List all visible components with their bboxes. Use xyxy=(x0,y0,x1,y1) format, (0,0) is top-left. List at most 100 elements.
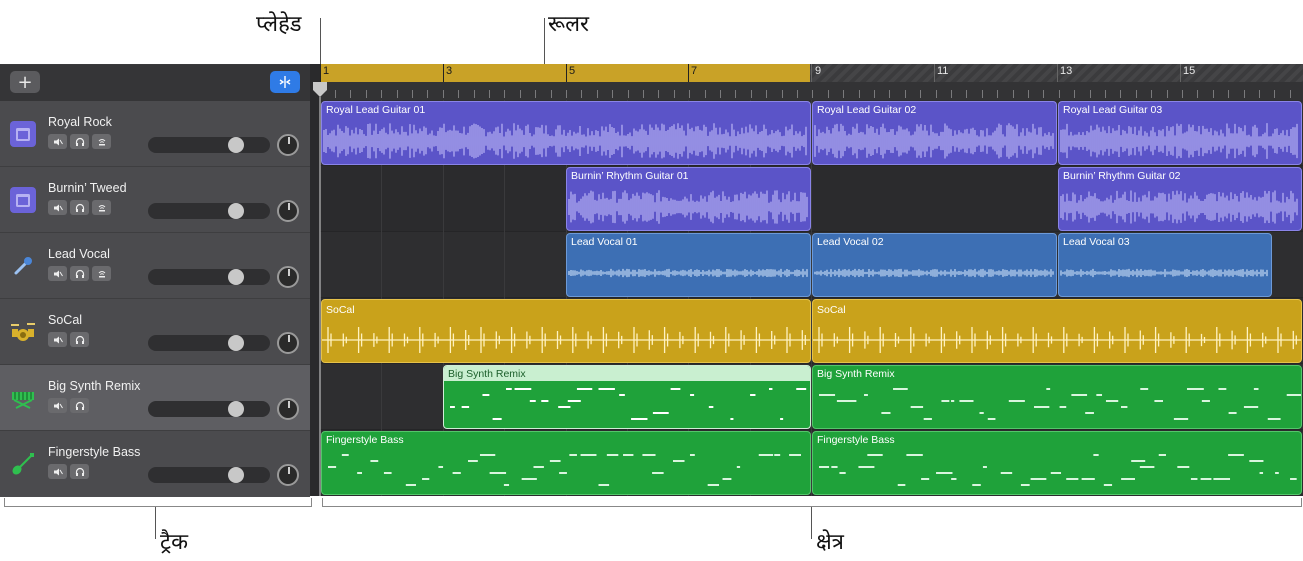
audio-region[interactable]: Burnin’ Rhythm Guitar 02 xyxy=(1058,167,1302,231)
pan-knob[interactable] xyxy=(277,464,299,486)
audio-region[interactable]: Lead Vocal 01 xyxy=(566,233,811,297)
track-header-socal[interactable]: SoCal xyxy=(0,299,310,365)
playhead-callout: प्लेहेड xyxy=(256,12,302,37)
volume-slider-knob[interactable] xyxy=(228,467,244,483)
tracks-workspace[interactable]: Royal Lead Guitar 01 Royal Lead Guitar 0… xyxy=(320,100,1303,496)
ruler-callout: रूलर xyxy=(548,12,590,37)
mute-icon[interactable] xyxy=(48,200,67,215)
tracks-bracket xyxy=(4,498,312,507)
volume-slider[interactable] xyxy=(148,335,270,351)
volume-slider[interactable] xyxy=(148,203,270,219)
volume-slider[interactable] xyxy=(148,269,270,285)
volume-slider[interactable] xyxy=(148,137,270,153)
mute-icon[interactable] xyxy=(48,134,67,149)
region-label: Big Synth Remix xyxy=(448,368,526,380)
region-label: Lead Vocal 03 xyxy=(1063,236,1130,248)
headphones-icon[interactable] xyxy=(70,464,89,479)
region-label: Royal Lead Guitar 03 xyxy=(1063,104,1163,116)
input-monitor-icon[interactable] xyxy=(92,266,111,281)
pan-knob[interactable] xyxy=(277,200,299,222)
panel-divider[interactable] xyxy=(310,64,320,496)
bar-number: 15 xyxy=(1183,65,1196,77)
mute-icon[interactable] xyxy=(48,266,67,281)
region-label: Lead Vocal 01 xyxy=(571,236,638,248)
track-name: Fingerstyle Bass xyxy=(48,445,141,459)
bar-number: 9 xyxy=(815,65,822,77)
mute-icon[interactable] xyxy=(48,464,67,479)
tracks-callout: ट्रैक xyxy=(160,530,188,555)
keyboard-icon xyxy=(10,385,36,411)
bar-number: 13 xyxy=(1060,65,1073,77)
track-name: Big Synth Remix xyxy=(48,379,141,393)
track-header-lead-vocal[interactable]: Lead Vocal xyxy=(0,233,310,299)
bar-number: 5 xyxy=(569,65,576,77)
headphones-icon[interactable] xyxy=(70,266,89,281)
volume-slider-knob[interactable] xyxy=(228,335,244,351)
volume-slider-knob[interactable] xyxy=(228,269,244,285)
drummer-region[interactable]: SoCal xyxy=(812,299,1302,363)
midi-region[interactable]: Fingerstyle Bass xyxy=(812,431,1302,495)
region-label: SoCal xyxy=(817,304,846,316)
track-header-fingerstyle-bass[interactable]: Fingerstyle Bass xyxy=(0,431,310,497)
region-label: Big Synth Remix xyxy=(817,368,895,380)
headphones-icon[interactable] xyxy=(70,200,89,215)
volume-slider-knob[interactable] xyxy=(228,137,244,153)
region-label: Royal Lead Guitar 02 xyxy=(817,104,917,116)
amp-icon xyxy=(10,121,36,147)
audio-region[interactable]: Lead Vocal 03 xyxy=(1058,233,1272,297)
midi-region[interactable]: Big Synth Remix xyxy=(812,365,1302,429)
cycle-region[interactable] xyxy=(320,64,810,82)
audio-region[interactable]: Royal Lead Guitar 02 xyxy=(812,101,1057,165)
bass-guitar-icon xyxy=(10,451,36,477)
track-headers-panel: + Royal Rock Burnin’ Tweed xyxy=(0,64,310,497)
smart-controls-icon[interactable] xyxy=(270,71,300,93)
drummer-region[interactable]: SoCal xyxy=(321,299,811,363)
pan-knob[interactable] xyxy=(277,332,299,354)
volume-slider[interactable] xyxy=(148,467,270,483)
audio-region[interactable]: Royal Lead Guitar 01 xyxy=(321,101,811,165)
bar-number: 1 xyxy=(323,65,330,77)
headphones-icon[interactable] xyxy=(70,332,89,347)
region-label: Fingerstyle Bass xyxy=(326,434,404,446)
mute-icon[interactable] xyxy=(48,398,67,413)
volume-slider[interactable] xyxy=(148,401,270,417)
headphones-icon[interactable] xyxy=(70,134,89,149)
bar-number: 7 xyxy=(691,65,698,77)
track-header-toolbar: + xyxy=(0,65,310,101)
volume-slider-knob[interactable] xyxy=(228,203,244,219)
audio-region[interactable]: Burnin’ Rhythm Guitar 01 xyxy=(566,167,811,231)
region-label: Fingerstyle Bass xyxy=(817,434,895,446)
pan-knob[interactable] xyxy=(277,134,299,156)
ruler-callout-line xyxy=(544,18,545,64)
region-label: Royal Lead Guitar 01 xyxy=(326,104,426,116)
audio-region[interactable]: Lead Vocal 02 xyxy=(812,233,1057,297)
pan-knob[interactable] xyxy=(277,266,299,288)
playhead[interactable] xyxy=(313,64,327,496)
workspace-callout: क्षेत्र xyxy=(816,530,844,555)
midi-region-selected[interactable]: Big Synth Remix xyxy=(443,365,811,429)
midi-region[interactable]: Fingerstyle Bass xyxy=(321,431,811,495)
bar-number: 11 xyxy=(937,65,949,77)
track-header-big-synth-remix[interactable]: Big Synth Remix xyxy=(0,365,310,431)
workspace-bracket xyxy=(322,498,1302,507)
input-monitor-icon[interactable] xyxy=(92,134,111,149)
volume-slider-knob[interactable] xyxy=(228,401,244,417)
track-header-royal-rock[interactable]: Royal Rock xyxy=(0,101,310,167)
microphone-icon xyxy=(10,253,36,279)
audio-region[interactable]: Royal Lead Guitar 03 xyxy=(1058,101,1302,165)
input-monitor-icon[interactable] xyxy=(92,200,111,215)
region-label: SoCal xyxy=(326,304,355,316)
drum-kit-icon xyxy=(10,319,36,345)
track-name: Lead Vocal xyxy=(48,247,110,261)
amp-icon xyxy=(10,187,36,213)
track-name: SoCal xyxy=(48,313,83,327)
track-header-burnin-tweed[interactable]: Burnin’ Tweed xyxy=(0,167,310,233)
ruler[interactable]: 1 3 5 7 9 11 13 15 xyxy=(320,64,1303,100)
region-label: Lead Vocal 02 xyxy=(817,236,884,248)
pan-knob[interactable] xyxy=(277,398,299,420)
track-name: Royal Rock xyxy=(48,115,112,129)
add-track-button[interactable]: + xyxy=(10,71,40,93)
headphones-icon[interactable] xyxy=(70,398,89,413)
ruler-inactive-area xyxy=(810,64,1303,82)
mute-icon[interactable] xyxy=(48,332,67,347)
